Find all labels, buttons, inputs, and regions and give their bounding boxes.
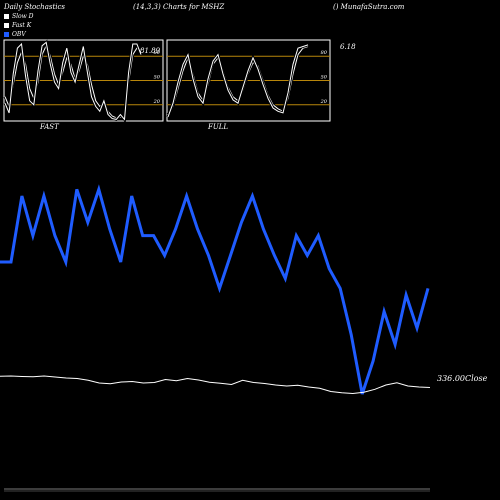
full-panel-label: FULL [208,123,229,131]
obv-series-line [0,184,430,395]
legend-item-obv: OBV [4,31,26,38]
fast-tick-label-50: 50 [154,75,161,81]
legend-item-slow-d: Slow D [4,13,34,20]
fast-series-fast-k [4,41,142,121]
full-tick-label-20: 20 [320,99,328,105]
chart-symbol-title: (14,3,3) Charts for MSHZ [133,3,225,11]
close-series-line [0,375,431,395]
fast-current-value: 81.89 [140,47,161,55]
fast-tick-label-80: 80 [154,50,161,56]
legend-swatch-slow-d [4,14,9,19]
full-tick-label-80: 80 [321,50,328,56]
chart-type-title: Daily Stochastics [4,3,66,11]
legend-item-fast-k: Fast K [4,22,31,29]
legend-label-slow-d: Slow D [12,13,34,20]
close-price-label: 336.00Close [437,374,488,383]
fast-panel: 20 50 80 [3,39,164,124]
fast-panel-label: FAST [40,123,59,131]
obv-panel [0,184,431,492]
fast-tick-label-20: 20 [153,99,161,105]
legend-label-obv: OBV [12,31,26,38]
legend-swatch-obv [4,32,9,37]
legend-label-fast-k: Fast K [12,22,32,29]
site-credit: () MunafaSutra.com [333,3,405,11]
full-tick-label-50: 50 [321,75,328,81]
full-current-value: 6.18 [340,43,356,51]
legend-swatch-fast-k [4,23,9,28]
full-series-fast-k [167,44,309,118]
full-panel: 20 50 80 [166,39,331,122]
